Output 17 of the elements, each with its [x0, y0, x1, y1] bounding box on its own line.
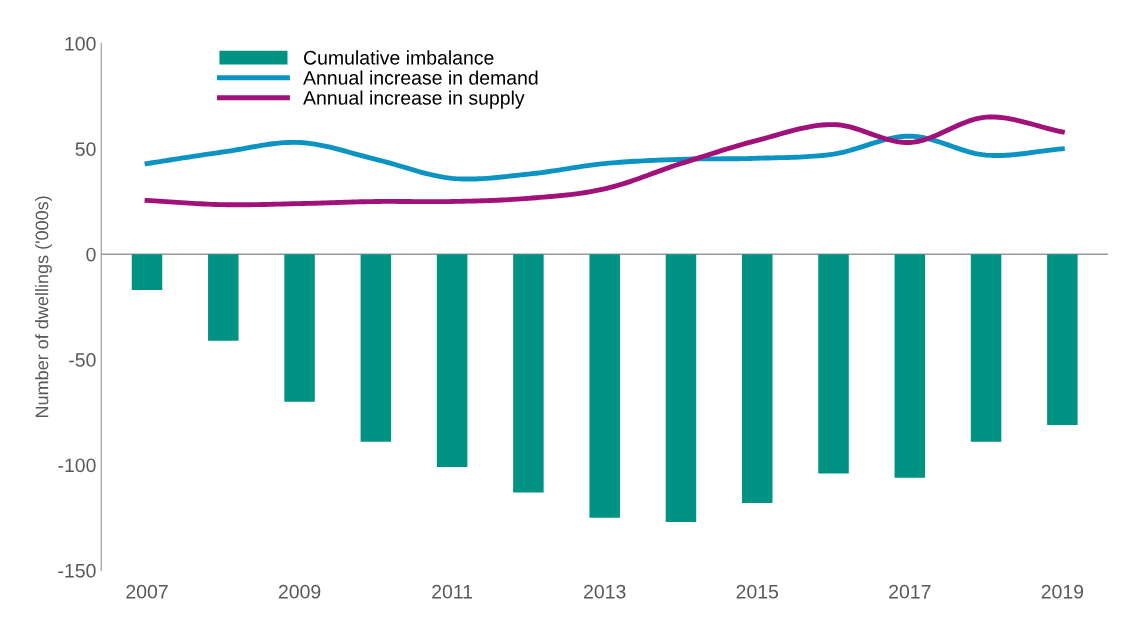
y-tick-label: -100 [58, 458, 96, 473]
x-tick-label: 2013 [584, 584, 626, 599]
x-tick-label: 2017 [889, 584, 931, 599]
x-tick-label: 2015 [736, 584, 779, 599]
y-tick-label: -150 [58, 563, 96, 578]
x-tick-label: 2011 [432, 584, 473, 599]
y-axis-title: Number of dwellings ('000s) [35, 196, 52, 418]
legend-label: Annual increase in supply [303, 90, 525, 109]
y-tick-label: 50 [75, 142, 96, 157]
legend-label: Cumulative imbalance [304, 50, 494, 65]
x-tick-label: 2019 [1041, 584, 1084, 599]
y-tick-label: -50 [69, 353, 96, 367]
x-tick-label: 2007 [126, 584, 168, 599]
legend-label: Annual increase in demand [303, 70, 538, 85]
x-tick-label: 2009 [278, 584, 321, 599]
y-tick-label: 100 [65, 36, 96, 51]
y-tick-label: 0 [86, 247, 96, 262]
